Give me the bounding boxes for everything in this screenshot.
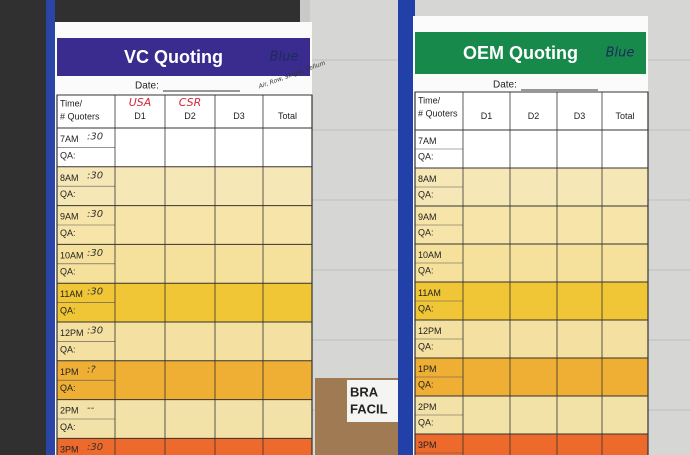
column-header: D1 — [134, 111, 146, 121]
time-header: Time/ — [60, 98, 83, 108]
qa-label: QA: — [418, 228, 434, 238]
qa-label: QA: — [418, 418, 434, 428]
qa-label: QA: — [418, 380, 434, 390]
time-header: # Quoters — [60, 111, 100, 121]
column-header: D3 — [233, 111, 245, 121]
time-label: 12PM — [60, 328, 84, 338]
date-label: Date: — [135, 81, 159, 92]
time-label: 1PM — [418, 364, 437, 374]
time-label: 3PM — [60, 444, 79, 454]
qa-label: QA: — [60, 383, 76, 393]
column-header: D3 — [574, 111, 586, 121]
column-header: D2 — [528, 111, 540, 121]
handwritten-time: :30 — [87, 287, 103, 298]
time-label: 11AM — [418, 288, 441, 298]
qa-label: QA: — [60, 228, 76, 238]
time-label: 9AM — [418, 212, 437, 222]
time-label: 2PM — [60, 406, 79, 416]
time-label: 10AM — [60, 250, 84, 260]
sign — [347, 380, 402, 422]
time-label: 3PM — [418, 440, 437, 450]
qa-label: QA: — [60, 344, 76, 354]
time-header: Time/ — [418, 95, 441, 105]
left-pole — [46, 0, 55, 455]
board: OEM Quoting Blue Date: 7AM QA: 8AM QA: 9AM QA: 10… — [413, 16, 649, 455]
time-header: # Quoters — [418, 108, 458, 118]
qa-label: QA: — [418, 190, 434, 200]
time-label: 1PM — [60, 367, 79, 377]
handwritten-time: :30 — [87, 170, 103, 181]
date-label: Date: — [493, 80, 517, 91]
title-bar — [415, 32, 646, 74]
column-header: Total — [278, 111, 297, 121]
handwritten-note: Blue — [606, 46, 635, 61]
title-bar — [57, 38, 310, 76]
time-label: 7AM — [60, 134, 79, 144]
qa-label: QA: — [60, 422, 76, 432]
time-label: 8AM — [418, 174, 437, 184]
qa-label: QA: — [418, 266, 434, 276]
handwritten-time: :30 — [87, 209, 103, 220]
qa-label: QA: — [418, 152, 434, 162]
qa-label: QA: — [418, 342, 434, 352]
handwritten-time: :? — [87, 364, 96, 375]
row-band — [415, 434, 648, 455]
qa-label: QA: — [60, 189, 76, 199]
time-label: 2PM — [418, 402, 437, 412]
handwritten-time: :30 — [87, 442, 103, 453]
handwritten-time: :30 — [87, 132, 103, 143]
board: VC Quoting BlueDate:7AMQA::308AMQA::309AM… — [55, 22, 326, 455]
qa-label: QA: — [418, 304, 434, 314]
column-header: D1 — [481, 111, 493, 121]
time-label: 10AM — [418, 250, 442, 260]
handwritten-column: CSR — [179, 96, 202, 109]
handwritten-time: :30 — [87, 248, 103, 259]
column-header: Total — [615, 111, 634, 121]
handwritten-time: -- — [87, 403, 95, 414]
time-label: 8AM — [60, 173, 79, 183]
column-header: D2 — [184, 111, 196, 121]
handwritten-time: :30 — [87, 326, 103, 337]
header-row — [56, 94, 313, 129]
time-label: 11AM — [60, 289, 83, 299]
qa-label: QA: — [60, 306, 76, 316]
board-title: VC Quoting — [124, 47, 223, 67]
sign-text: BRA — [350, 384, 379, 399]
handwritten-column: USA — [129, 96, 152, 109]
sign-text: FACIL — [350, 401, 388, 416]
time-label: 9AM — [60, 212, 79, 222]
time-label: 12PM — [418, 326, 442, 336]
board-title: OEM Quoting — [463, 43, 578, 63]
handwritten-note: Blue — [270, 50, 299, 65]
row-band — [57, 438, 312, 455]
qa-label: QA: — [60, 267, 76, 277]
time-label: 7AM — [418, 136, 437, 146]
qa-label: QA: — [60, 150, 76, 160]
right-pole — [398, 0, 415, 455]
